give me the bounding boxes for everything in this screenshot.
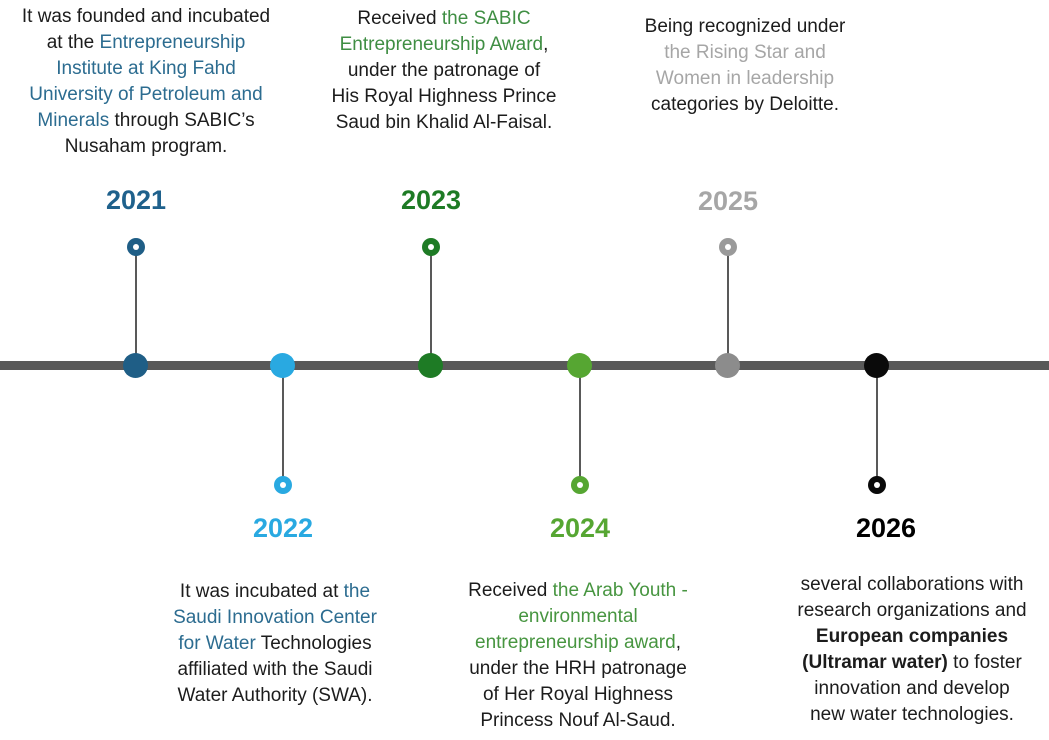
milestone-description-2022: It was incubated at the Saudi Innovation… [173, 581, 377, 706]
timeline-dot-2026 [864, 353, 889, 378]
year-label-2021: 2021 [105, 185, 167, 215]
year-label-2025: 2025 [697, 186, 759, 216]
milestone-description-2025: Being recognized under the Rising Star a… [644, 16, 846, 115]
timeline-dot-2023 [418, 353, 443, 378]
milestone-marker-2021 [127, 238, 145, 256]
milestone-marker-2026 [868, 476, 886, 494]
milestone-description-2024: Received the Arab Youth - environmental … [468, 580, 688, 731]
milestone-marker-2025 [719, 238, 737, 256]
timeline-dot-2024 [567, 353, 592, 378]
milestone-marker-2024 [571, 476, 589, 494]
connector-line-2025 [727, 247, 729, 361]
connector-line-2022 [282, 370, 284, 485]
connector-line-2024 [579, 370, 581, 485]
year-label-2022: 2022 [252, 513, 314, 543]
milestone-description-2021: It was founded and incubated at the Entr… [21, 6, 271, 157]
timeline-dot-2025 [715, 353, 740, 378]
timeline-dot-2021 [123, 353, 148, 378]
connector-line-2026 [876, 370, 878, 485]
milestone-description-2026: several collaborations with research org… [797, 574, 1027, 725]
timeline-axis [0, 361, 1049, 370]
year-label-2024: 2024 [549, 513, 611, 543]
connector-line-2023 [430, 247, 432, 361]
milestone-marker-2023 [422, 238, 440, 256]
milestone-description-2023: Received the SABIC Entrepreneurship Awar… [331, 8, 557, 133]
connector-line-2021 [135, 247, 137, 361]
year-label-2023: 2023 [400, 185, 462, 215]
timeline-dot-2022 [270, 353, 295, 378]
year-label-2026: 2026 [855, 513, 917, 543]
milestone-marker-2022 [274, 476, 292, 494]
